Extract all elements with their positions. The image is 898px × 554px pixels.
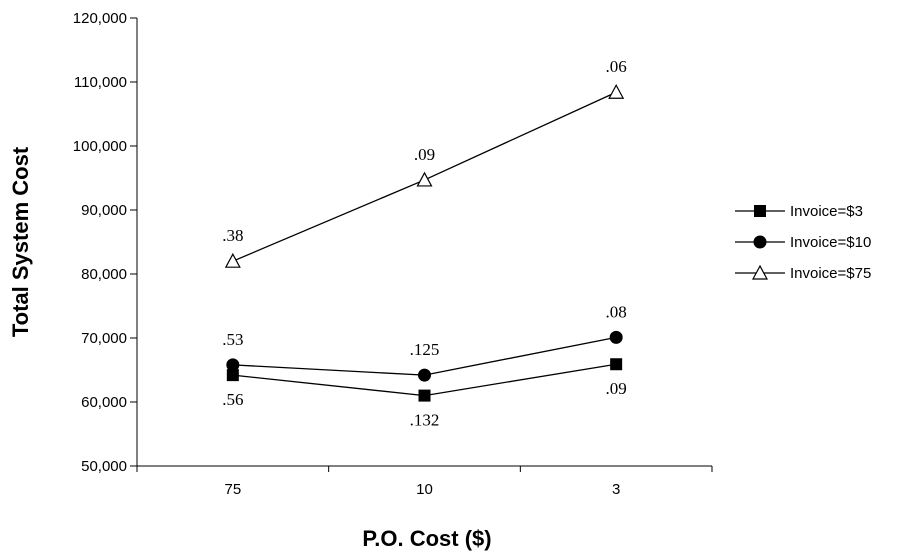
x-tick-label: 75 bbox=[224, 481, 241, 498]
data-label: .09 bbox=[414, 145, 435, 164]
data-label: .06 bbox=[606, 57, 627, 76]
y-ticks: 50,000 60,000 70,000 80,000 90,000 100,000 110… bbox=[73, 10, 137, 475]
legend-label: Invoice=$3 bbox=[790, 203, 863, 220]
data-label: .38 bbox=[222, 226, 243, 245]
data-point-circle bbox=[418, 368, 431, 382]
axes bbox=[136, 18, 712, 467]
data-label: .09 bbox=[606, 379, 627, 398]
data-point-circle bbox=[609, 330, 623, 344]
y-tick-label: 70,000 bbox=[81, 330, 127, 347]
legend-marker-triangle bbox=[751, 264, 769, 280]
y-tick-label: 80,000 bbox=[81, 266, 127, 283]
data-label: .125 bbox=[410, 340, 440, 359]
legend: Invoice=$3 Invoice=$10 Invoice=$75 bbox=[735, 203, 871, 282]
y-tick-label: 100,000 bbox=[73, 138, 127, 155]
y-tick-label: 120,000 bbox=[73, 10, 127, 27]
data-label: .132 bbox=[410, 411, 440, 430]
data-point-square bbox=[226, 369, 239, 382]
legend-label: Invoice=$10 bbox=[790, 234, 871, 251]
y-tick-label: 90,000 bbox=[81, 202, 127, 219]
legend-label: Invoice=$75 bbox=[790, 265, 871, 282]
data-label: .53 bbox=[222, 330, 243, 349]
data-point-triangle bbox=[608, 83, 625, 99]
y-tick-label: 50,000 bbox=[81, 458, 127, 475]
data-label: .56 bbox=[222, 390, 243, 409]
data-point-square bbox=[418, 389, 431, 402]
y-tick-label: 110,000 bbox=[74, 74, 127, 91]
x-tick-label: 10 bbox=[416, 481, 433, 498]
series-layer bbox=[224, 83, 625, 402]
legend-marker-square bbox=[754, 205, 766, 217]
x-axis-title: P.O. Cost ($) bbox=[362, 526, 491, 551]
data-point-triangle bbox=[416, 171, 433, 187]
legend-marker-circle bbox=[753, 235, 767, 249]
x-ticks: 75 10 3 bbox=[136, 466, 713, 498]
x-tick-label: 3 bbox=[612, 481, 620, 498]
data-labels: .56 .132 .09 .53 .125 .08 .38 .09 .06 bbox=[222, 57, 627, 429]
data-point-triangle bbox=[224, 252, 241, 268]
data-point-circle bbox=[226, 358, 240, 372]
data-point-square bbox=[610, 358, 623, 371]
y-axis-title: Total System Cost bbox=[8, 146, 33, 337]
y-tick-label: 60,000 bbox=[81, 394, 127, 411]
data-label: .08 bbox=[606, 302, 627, 321]
